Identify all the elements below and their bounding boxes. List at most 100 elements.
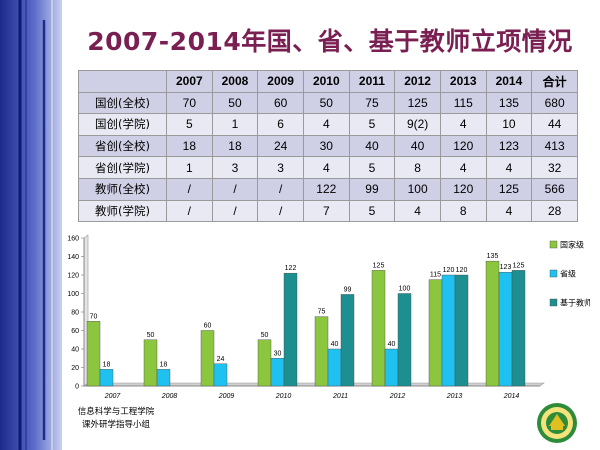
x-tick-label: 2012 <box>389 393 406 400</box>
column-header: 2014 <box>485 70 533 93</box>
table-cell: 4 <box>485 156 533 179</box>
bar <box>200 330 215 387</box>
table-cell: 5 <box>166 113 213 136</box>
table-cell: 60 <box>257 91 304 115</box>
y-tick-label: 120 <box>67 273 79 280</box>
y-tick-label: 20 <box>71 365 79 372</box>
table-row: 教师(学院) / //7 5 4 8 4 28 <box>78 199 578 223</box>
column-header: 合计 <box>531 70 578 93</box>
table-cell: 32 <box>531 156 578 179</box>
table-cell: 3 <box>211 156 259 179</box>
x-tick-label: 2010 <box>275 393 292 400</box>
table-cell: 6 <box>257 113 304 136</box>
table-cell: 125 <box>485 177 533 201</box>
legend-swatch <box>549 298 558 307</box>
table-cell: 5 <box>348 113 396 136</box>
column-header: 2009 <box>257 70 304 93</box>
data-label: 18 <box>103 361 111 368</box>
table-cell: 70 <box>166 91 213 115</box>
table-cell: 44 <box>531 113 578 136</box>
x-tick-label: 2014 <box>503 393 520 400</box>
slide-title: 2007-2014年国、省、基于教师立项情况 <box>87 27 573 56</box>
table-cell: 123 <box>485 134 533 158</box>
bar <box>340 294 355 387</box>
data-label: 60 <box>204 323 212 330</box>
bar <box>384 348 399 387</box>
table-cell: 8 <box>439 199 487 223</box>
table-cell: 4 <box>439 113 487 136</box>
table-cell: 1 <box>166 156 213 179</box>
table-row: 省创(全校) 18 18 24 30 40 40 120 123 413 <box>78 134 578 158</box>
y-tick-label: 100 <box>67 291 79 298</box>
y-tick-label: 80 <box>71 310 79 317</box>
data-label: 122 <box>285 265 297 272</box>
bar <box>485 260 500 387</box>
bar <box>441 274 456 387</box>
bar <box>86 321 101 387</box>
data-label: 24 <box>217 356 225 363</box>
x-tick-label: 2007 <box>104 393 122 400</box>
bar <box>511 270 526 387</box>
bar <box>428 279 443 387</box>
table-cell: 75 <box>348 91 396 115</box>
table-row: 省创(学院) 1 3 3 4 5 8 4 4 32 <box>78 156 578 179</box>
table-cell: 413 <box>531 134 578 158</box>
data-label: 135 <box>487 253 499 260</box>
table-cell: / <box>211 177 259 201</box>
table-cell: 28 <box>531 199 578 223</box>
table-cell: / <box>211 199 259 223</box>
legend-swatch <box>549 240 558 249</box>
table-cell: 99 <box>348 177 396 201</box>
data-label: 123 <box>500 264 512 271</box>
data-label: 99 <box>344 286 352 293</box>
y-tick-label: 60 <box>71 328 79 335</box>
university-seal-icon <box>537 403 577 443</box>
data-label: 115 <box>430 272 441 279</box>
table-cell: 18 <box>211 134 259 158</box>
table-corner-cell <box>78 70 167 93</box>
row-label: 教师(全校) <box>78 177 167 201</box>
column-header: 2007 <box>166 70 213 93</box>
table-cell: 8 <box>394 156 441 179</box>
table-cell: 135 <box>485 91 533 115</box>
data-label: 70 <box>90 313 98 320</box>
data-label: 40 <box>388 341 396 348</box>
bar-chart: 0 20 40 60 80 100 120 140 160 2007 2008 2009 2010 201… <box>67 234 590 400</box>
legend-swatch <box>549 269 558 278</box>
bar <box>257 339 272 387</box>
table-cell: 120 <box>439 134 487 158</box>
table-cell: 7 <box>302 199 350 223</box>
data-label: 40 <box>331 341 339 348</box>
table-cell: 566 <box>531 177 578 201</box>
row-label: 省创(学院) <box>78 156 167 179</box>
table-header-row: 2007 2008 2009 2010 2011 2012 2013 2014 … <box>78 70 578 93</box>
data-label: 30 <box>274 350 282 357</box>
bar <box>397 293 412 387</box>
table-row: 国创(学院) 5 1 6 4 5 9(2) 4 10 44 <box>78 113 578 136</box>
row-label: 教师(学院) <box>78 199 167 223</box>
y-tick-label: 160 <box>67 236 79 243</box>
left-band <box>0 0 62 450</box>
table-cell: 24 <box>257 134 304 158</box>
data-label: 125 <box>373 262 385 269</box>
column-header: 2013 <box>439 70 487 93</box>
bar <box>371 270 386 387</box>
table-cell: 5 <box>348 199 396 223</box>
table-cell: 4 <box>302 156 350 179</box>
bar <box>156 369 171 387</box>
legend-label: 省级 <box>560 269 576 279</box>
table-cell: 120 <box>439 177 487 201</box>
bar <box>213 363 228 387</box>
table-cell: 50 <box>302 91 350 115</box>
table-cell: / <box>257 199 304 223</box>
bar <box>327 348 342 387</box>
table-cell: 680 <box>531 91 578 115</box>
column-header: 2011 <box>348 70 396 93</box>
table-cell: / <box>166 177 213 201</box>
bar <box>270 358 285 387</box>
table-cell: 3 <box>257 156 304 179</box>
data-table: 2007 2008 2009 2010 2011 2012 2013 2014 … <box>78 70 578 223</box>
table-cell: 50 <box>211 91 259 115</box>
table-row: 教师(全校) / //122 99 100 120 125 566 <box>78 177 578 201</box>
chart-panel: 0 20 40 60 80 100 120 140 160 2007 2008 2009 2010 201… <box>62 229 590 405</box>
